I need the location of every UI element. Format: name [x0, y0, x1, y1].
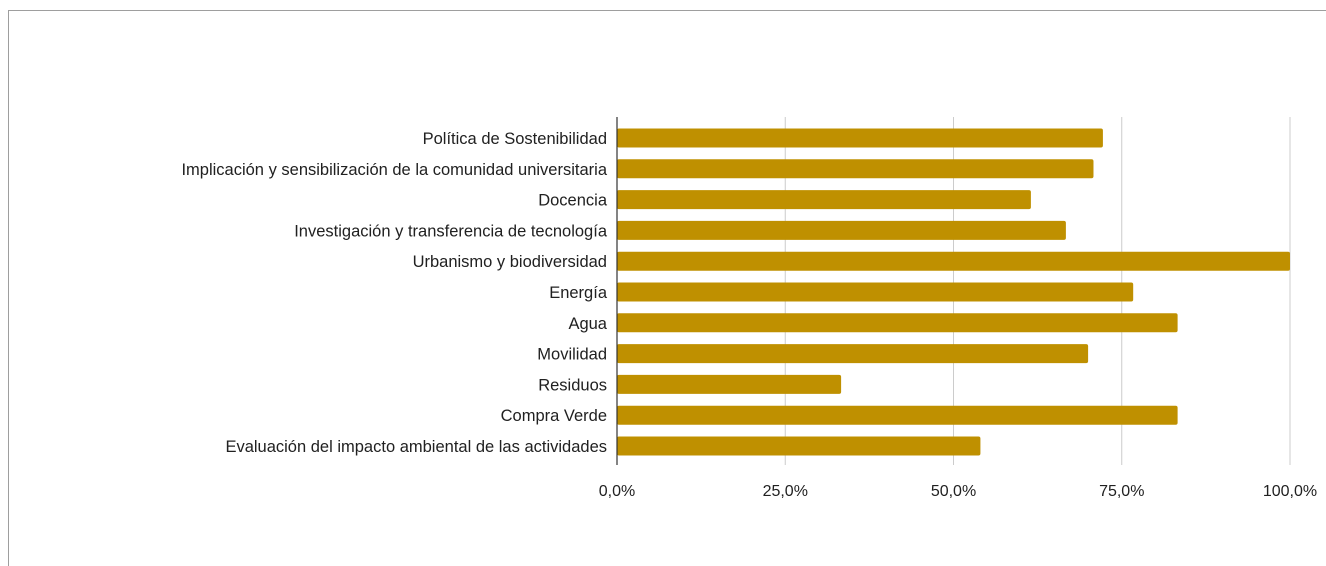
bar-4	[617, 251, 1290, 271]
bar-2	[617, 190, 1031, 210]
tick-label-4: 100,0%	[1263, 483, 1317, 500]
category-label-6: Agua	[568, 315, 607, 333]
bar-10	[617, 436, 981, 456]
bar-1	[617, 159, 1094, 179]
bars	[617, 128, 1290, 456]
category-label-7: Movilidad	[537, 346, 607, 364]
category-labels: Política de Sostenibilidad Implicación y …	[181, 130, 607, 456]
bar-3	[617, 220, 1066, 240]
bar-8	[617, 374, 842, 394]
tick-label-1: 25,0%	[763, 483, 808, 500]
chart-frame	[8, 10, 1326, 566]
category-label-0: Política de Sostenibilidad	[423, 130, 607, 148]
bar-6	[617, 313, 1178, 333]
bar-9	[617, 405, 1178, 425]
bar-7	[617, 344, 1089, 364]
category-label-10: Evaluación del impacto ambiental de las …	[225, 438, 607, 456]
bar-5	[617, 282, 1134, 302]
category-label-2: Docencia	[538, 192, 608, 210]
category-label-4: Urbanismo y biodiversidad	[413, 253, 607, 271]
category-label-8: Residuos	[538, 376, 607, 394]
category-label-1: Implicación y sensibilización de la comu…	[181, 161, 607, 179]
tick-label-2: 50,0%	[931, 483, 976, 500]
tick-labels: 0,0% 25,0% 50,0% 75,0% 100,0%	[599, 483, 1317, 500]
tick-label-3: 75,0%	[1099, 483, 1144, 500]
category-label-5: Energía	[549, 284, 608, 302]
category-label-3: Investigación y transferencia de tecnolo…	[294, 222, 608, 240]
tick-label-0: 0,0%	[599, 483, 635, 500]
category-label-9: Compra Verde	[501, 407, 607, 425]
bar-0	[617, 128, 1103, 148]
